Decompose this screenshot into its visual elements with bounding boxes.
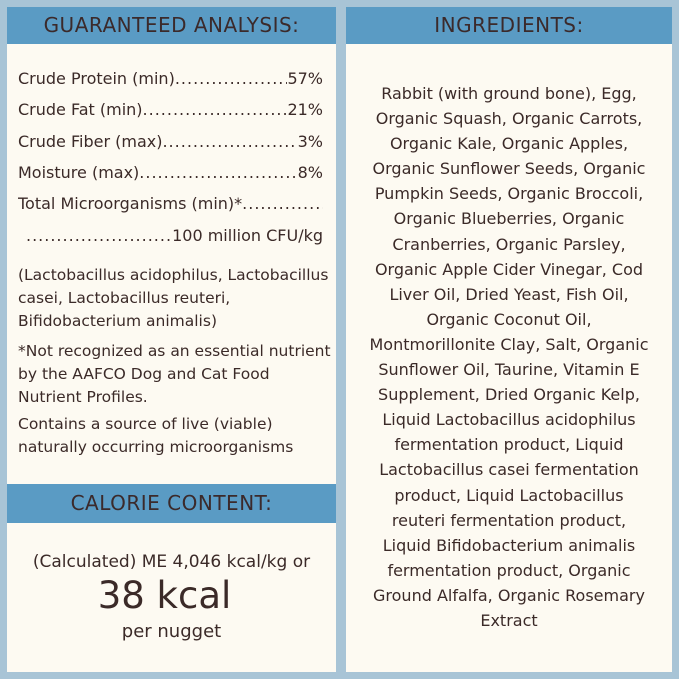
row-label: Moisture (max) xyxy=(18,163,140,182)
leader-dots xyxy=(162,132,297,151)
ingredient-line: Montmorillonite Clay, Salt, Organic xyxy=(369,334,649,354)
analysis-row: Crude Fiber (max) 3% xyxy=(18,132,323,151)
guaranteed-analysis-header: GUARANTEED ANALYSIS: xyxy=(7,7,336,44)
row-value: 100 million CFU/kg xyxy=(172,226,323,245)
ingredient-line: Rabbit (with ground bone), Egg, xyxy=(381,84,637,103)
leader-dots xyxy=(242,194,323,213)
calorie-per-nugget: per nugget xyxy=(121,621,222,642)
live-note-text: Contains a source of live (viable) natur… xyxy=(18,415,294,456)
row-label: Crude Protein (min) xyxy=(18,69,175,88)
row-value: 3% xyxy=(297,132,323,151)
ingredient-line: fermentation product, Liquid xyxy=(394,435,624,455)
ingredient-line: Organic Apple Cider Vinegar, Cod xyxy=(374,259,644,279)
ingredient-line: Sunflower Oil, Taurine, Vitamin E xyxy=(378,360,640,380)
row-label: Total Microorganisms (min)* xyxy=(18,194,243,213)
ingredient-line: Organic Coconut Oil, xyxy=(426,309,592,329)
ingredient-line: Pumpkin Seeds, Organic Broccoli, xyxy=(374,184,644,204)
calorie-content-header: CALORIE CONTENT: xyxy=(7,484,336,523)
footnote-text: *Not recognized as an essential nutrient… xyxy=(18,342,331,406)
ingredient-line: reuteri fermentation product, xyxy=(391,510,627,530)
ingredients-header: INGREDIENTS: xyxy=(346,7,672,44)
leader-dots xyxy=(139,163,297,182)
ingredient-line: Liquid Lactobacillus acidophilus xyxy=(382,410,636,430)
ingredient-line: Organic Blueberries, Organic xyxy=(393,209,625,229)
leader-dots xyxy=(175,69,288,88)
calorie-big: 38 kcal xyxy=(97,574,232,617)
ingredient-line: Cranberries, Organic Parsley, xyxy=(392,234,626,254)
ingredient-line: Organic Kale, Organic Apples, xyxy=(389,134,629,154)
analysis-row: Moisture (max) 8% xyxy=(18,163,323,182)
row-value: 21% xyxy=(287,100,323,119)
analysis-row: 100 million CFU/kg xyxy=(26,226,323,245)
row-label: Crude Fiber (max) xyxy=(18,132,163,151)
ingredient-line: fermentation product, Organic xyxy=(387,560,631,580)
ingredient-line: Ground Alfalfa, Organic Rosemary xyxy=(373,585,645,605)
ingredient-line: Liver Oil, Dried Yeast, Fish Oil, xyxy=(389,284,629,304)
ingredient-line: product, Liquid Lactobacillus xyxy=(394,485,624,505)
ingredients-panel xyxy=(346,7,672,672)
analysis-row: Total Microorganisms (min)* xyxy=(18,194,323,213)
leader-dots xyxy=(143,100,288,119)
ingredient-line: Lactobacillus casei fermentation xyxy=(379,460,639,480)
ingredients-list: Rabbit (with ground bone), Egg, Organic S… xyxy=(346,81,672,633)
analysis-row: Crude Protein (min) 57% xyxy=(18,69,323,88)
strains-text: (Lactobacillus acidophilus, Lactobacillu… xyxy=(18,266,329,330)
ingredient-line: Liquid Bifidobacterium animalis xyxy=(382,535,636,555)
ingredient-line: Supplement, Dried Organic Kelp, xyxy=(378,385,640,405)
ingredient-line: Extract xyxy=(480,610,538,630)
leader-dots xyxy=(26,226,172,245)
calorie-line: (Calculated) ME 4,046 kcal/kg or xyxy=(32,552,311,572)
ingredient-line: Organic Sunflower Seeds, Organic xyxy=(372,159,646,179)
row-value: 8% xyxy=(297,163,323,182)
row-value: 57% xyxy=(287,69,323,88)
analysis-row: Crude Fat (min) 21% xyxy=(18,100,323,119)
ingredient-line: Organic Squash, Organic Carrots, xyxy=(375,109,643,129)
row-label: Crude Fat (min) xyxy=(18,100,143,119)
